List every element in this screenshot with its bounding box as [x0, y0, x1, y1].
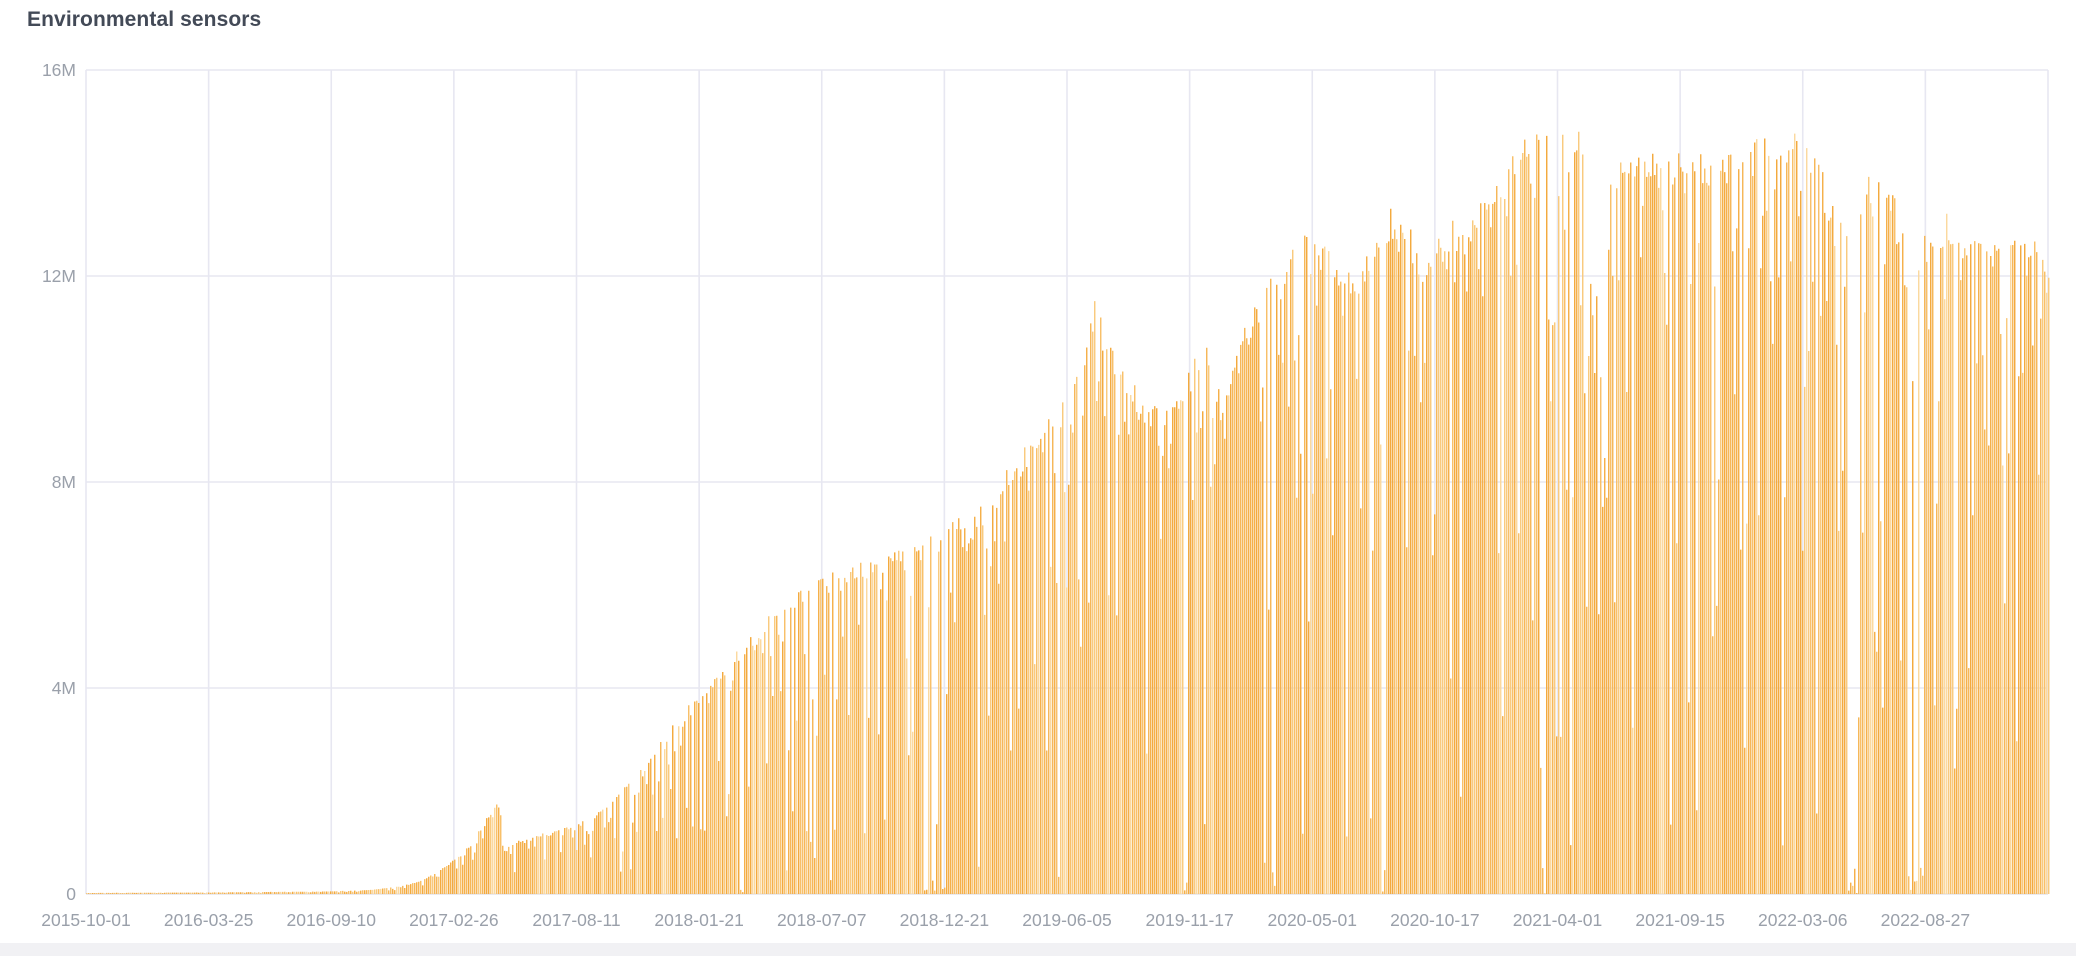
y-tick-label: 16M — [42, 60, 76, 80]
x-tick-label: 2018-12-21 — [900, 910, 990, 930]
x-tick-label: 2016-03-25 — [164, 910, 254, 930]
x-tick-label: 2018-07-07 — [777, 910, 867, 930]
x-tick-label: 2017-02-26 — [409, 910, 499, 930]
x-tick-label: 2020-05-01 — [1267, 910, 1357, 930]
bar-series — [86, 131, 2050, 894]
x-tick-label: 2019-11-17 — [1146, 910, 1234, 930]
x-tick-label: 2016-09-10 — [286, 910, 376, 930]
y-tick-label: 12M — [42, 266, 76, 286]
x-tick-label: 2022-03-06 — [1758, 910, 1848, 930]
x-tick-label: 2018-01-21 — [654, 910, 744, 930]
axis-labels: 16M 12M 8M 4M 0 2015-10-01 2016-03-25 2016-09-1… — [41, 60, 1970, 930]
bar — [96, 134, 2046, 894]
x-tick-label: 2017-08-11 — [532, 910, 620, 930]
x-tick-label: 2022-08-27 — [1881, 910, 1971, 930]
bar — [100, 150, 2032, 894]
y-tick-label: 8M — [52, 472, 76, 492]
bar — [86, 131, 2050, 894]
x-tick-label: 2021-04-01 — [1513, 910, 1603, 930]
bar — [88, 139, 2042, 894]
bottom-panel-edge — [0, 943, 2076, 956]
y-tick-label: 4M — [52, 678, 76, 698]
x-tick-label: 2019-06-05 — [1022, 910, 1112, 930]
plot-area[interactable] — [86, 70, 2048, 894]
x-tick-label: 2021-09-15 — [1635, 910, 1725, 930]
x-tick-label: 2020-10-17 — [1390, 910, 1480, 930]
x-tick-label: 2015-10-01 — [41, 910, 131, 930]
y-tick-label: 0 — [66, 884, 76, 904]
page-title: Environmental sensors — [27, 8, 262, 31]
